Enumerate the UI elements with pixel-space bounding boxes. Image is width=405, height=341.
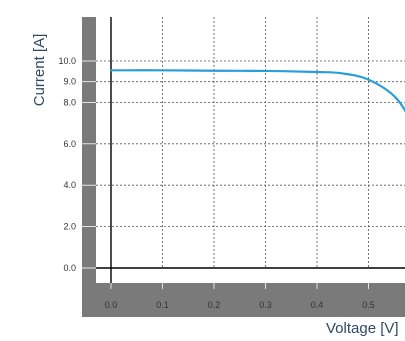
plot-area	[96, 17, 405, 283]
x-tick-labels: 0.00.10.20.30.40.50.60.7	[105, 300, 375, 310]
y-tick-label: 9.0	[63, 77, 76, 87]
frame-left-band	[82, 17, 96, 317]
x-tick-label: 0.5	[362, 300, 375, 310]
y-tick-label: 10.0	[58, 56, 76, 66]
series-group	[109, 69, 405, 113]
y-tick-label: 2.0	[63, 222, 76, 232]
y-axis-label: Current [A]	[31, 34, 48, 107]
x-tick-label: 0.2	[208, 300, 221, 310]
frame-bottom-band	[82, 283, 405, 317]
x-tick-label: 0.1	[156, 300, 169, 310]
x-tick-label: 0.4	[311, 300, 324, 310]
grid-lines	[96, 17, 405, 268]
series-line	[109, 69, 405, 113]
axes	[96, 17, 405, 283]
y-tick-label: 8.0	[63, 97, 76, 107]
tick-marks	[82, 60, 369, 289]
x-tick-label: 0.3	[259, 300, 272, 310]
x-axis-label: Voltage [V]	[326, 320, 399, 337]
y-tick-labels: 0.0 2.0 4.0 6.0 8.0 9.0 10.0	[58, 56, 76, 273]
y-tick-label: 6.0	[63, 139, 76, 149]
y-tick-label: 0.0	[63, 263, 76, 273]
y-tick-label: 4.0	[63, 180, 76, 190]
x-tick-label: 0.0	[105, 300, 118, 310]
